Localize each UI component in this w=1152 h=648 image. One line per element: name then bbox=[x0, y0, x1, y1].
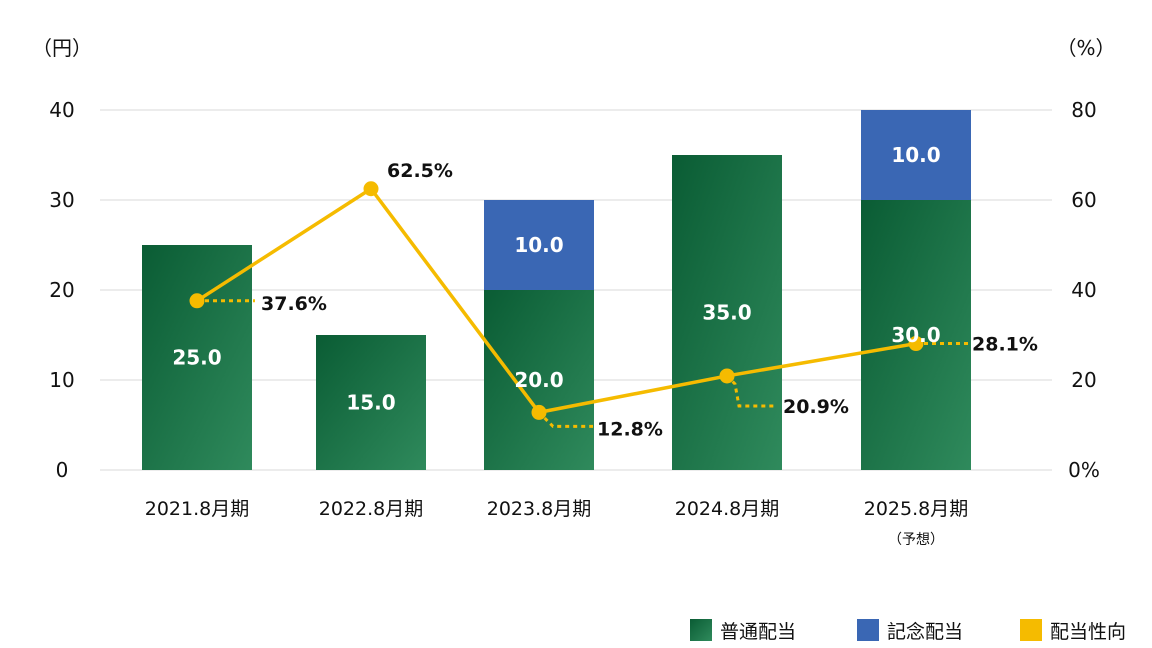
bar-regular-dividend bbox=[484, 290, 594, 470]
left-tick-label: 0 bbox=[56, 458, 69, 482]
bar-label-commemorative: 10.0 bbox=[514, 233, 563, 257]
legend-label: 普通配当 bbox=[720, 621, 796, 643]
category-note: （予想） bbox=[888, 532, 944, 548]
left-tick-label: 30 bbox=[49, 188, 74, 212]
bar-label-regular: 30.0 bbox=[891, 323, 940, 347]
category-label: 2022.8月期 bbox=[319, 498, 423, 520]
legend: 普通配当 記念配当 配当性向 bbox=[690, 619, 1126, 643]
left-tick-label: 10 bbox=[49, 368, 74, 392]
bar-regular-dividend bbox=[861, 200, 971, 470]
category-label: 2023.8月期 bbox=[487, 498, 591, 520]
payout-ratio-point bbox=[189, 293, 205, 309]
payout-ratio-point bbox=[908, 336, 924, 352]
bar-label-regular: 35.0 bbox=[702, 301, 751, 325]
payout-ratio-line bbox=[189, 181, 968, 428]
legend-label: 記念配当 bbox=[887, 620, 963, 643]
legend-swatch bbox=[690, 619, 712, 641]
payout-ratio-label: 37.6% bbox=[261, 293, 327, 315]
right-tick-label: 40 bbox=[1071, 278, 1096, 302]
right-tick-label: 80 bbox=[1071, 98, 1096, 122]
left-axis-unit: （円） bbox=[32, 36, 92, 60]
right-tick-label: 20 bbox=[1071, 368, 1096, 392]
payout-ratio-point bbox=[531, 404, 547, 420]
bar-commemorative-dividend bbox=[861, 110, 971, 200]
category-label: 2024.8月期 bbox=[675, 498, 779, 520]
category-label: 2025.8月期 bbox=[864, 498, 968, 520]
legend-swatch bbox=[857, 619, 879, 641]
label-leader bbox=[537, 411, 593, 428]
bar-regular-dividend bbox=[142, 245, 252, 470]
left-tick-label: 20 bbox=[49, 278, 74, 302]
bar-commemorative-dividend bbox=[484, 200, 594, 290]
payout-ratio-label: 62.5% bbox=[387, 160, 453, 182]
label-leader bbox=[725, 374, 775, 408]
right-axis-unit: （%） bbox=[1056, 36, 1115, 60]
category-label: 2021.8月期 bbox=[145, 498, 249, 520]
bar-label-regular: 25.0 bbox=[172, 346, 221, 370]
payout-ratio-point bbox=[719, 368, 735, 384]
bar-label-regular: 15.0 bbox=[346, 391, 395, 415]
bar-label-commemorative: 10.0 bbox=[891, 143, 940, 167]
payout-ratio-label: 12.8% bbox=[597, 418, 663, 440]
data-labels: 25.0 15.0 20.0 10.0 35.0 30.0 10.0 37.6% 62.5% 12… bbox=[172, 143, 1038, 440]
bar-regular-dividend bbox=[672, 155, 782, 470]
payout-ratio-point bbox=[363, 181, 379, 197]
bar-label-regular: 20.0 bbox=[514, 368, 563, 392]
left-tick-label: 40 bbox=[49, 98, 74, 122]
payout-ratio-label: 20.9% bbox=[783, 396, 849, 418]
legend-label: 配当性向 bbox=[1050, 621, 1126, 643]
axes: （円） （%） 0 0% 10 20 20 40 30 60 40 80 2021.8月期 2022.… bbox=[32, 36, 1116, 548]
right-tick-label: 60 bbox=[1071, 188, 1096, 212]
payout-ratio-label: 28.1% bbox=[972, 334, 1038, 356]
bar-regular-dividend bbox=[316, 335, 426, 470]
bars bbox=[142, 110, 971, 470]
legend-swatch bbox=[1020, 619, 1042, 641]
right-tick-label: 0% bbox=[1068, 458, 1100, 482]
